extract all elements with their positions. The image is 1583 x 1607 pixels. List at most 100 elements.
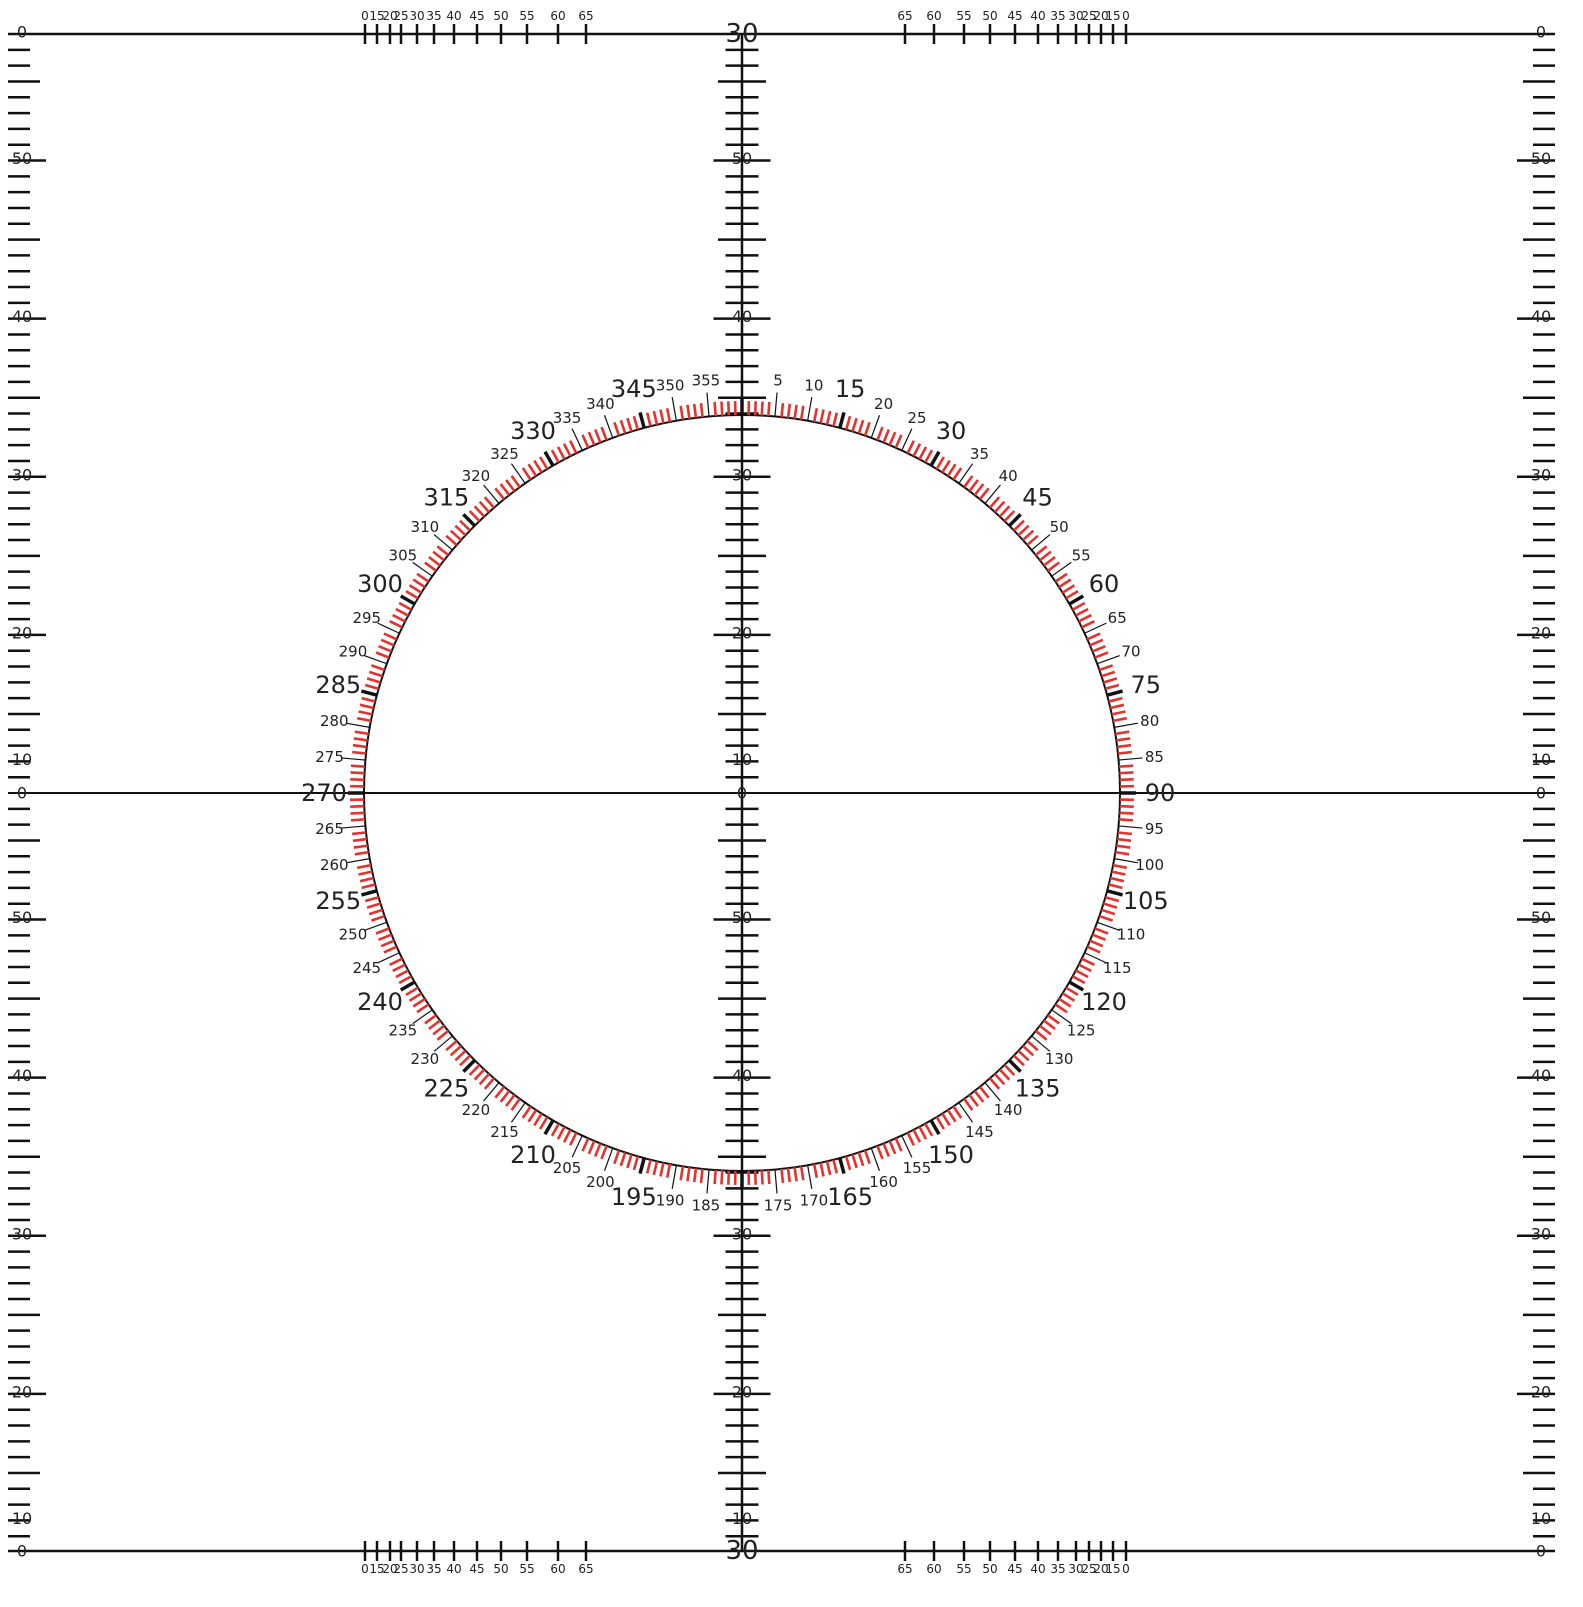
compass-degree-tick [571, 1135, 583, 1158]
compass-degree-tick [998, 505, 1011, 518]
compass-degree-tick [353, 737, 368, 742]
top-left-edge-label: 40 [446, 9, 461, 23]
compass-degree-tick [449, 1044, 462, 1057]
compass-degree-tick [613, 1149, 621, 1165]
compass-degree-label: 95 [1145, 820, 1164, 838]
compass-degree-tick [978, 487, 990, 501]
compass-degree-tick [424, 1014, 437, 1025]
compass-degree-tick [984, 1082, 1001, 1102]
left-ruler-label: 0 [17, 1542, 27, 1561]
compass-degree-label: 50 [1050, 518, 1069, 536]
compass-degree-tick [483, 1082, 500, 1102]
compass-degree-tick [405, 589, 419, 600]
compass-degree-tick [510, 463, 526, 484]
compass-degree-tick [527, 463, 538, 477]
compass-degree-tick [383, 945, 398, 954]
compass-degree-tick [593, 429, 602, 444]
compass-degree-tick [473, 1068, 486, 1081]
compass-degree-tick [350, 818, 366, 822]
compass-degree-tick [665, 407, 672, 423]
compass-degree-tick [370, 914, 386, 922]
compass-degree-tick [1101, 908, 1116, 916]
compass-degree-tick [600, 1145, 608, 1160]
compass-degree-label: 285 [315, 671, 361, 699]
compass-degree-tick [533, 459, 543, 474]
compass-degree-tick [857, 1152, 865, 1167]
compass-degree-tick [924, 1122, 934, 1137]
bottom-right-edge-label: 25 [1081, 1562, 1096, 1576]
compass-degree-label: 150 [928, 1141, 974, 1169]
compass-degree-label: 160 [869, 1173, 898, 1191]
compass-degree-tick [998, 1068, 1011, 1081]
compass-degree-tick [587, 431, 596, 446]
compass-degree-tick [774, 1169, 778, 1194]
compass-degree-tick [368, 908, 383, 916]
compass-degree-tick [638, 411, 646, 429]
top-right-edge-label: 15 [1105, 9, 1120, 23]
left-ruler-label: 20 [12, 623, 32, 642]
compass-degree-tick [1043, 1019, 1056, 1030]
compass-degree-tick [1034, 1029, 1048, 1041]
bottom-right-edge-label: 30 [1068, 1562, 1083, 1576]
top-right-edge-label: 45 [1007, 9, 1022, 23]
compass-degree-tick [416, 572, 430, 583]
compass-degree-tick [562, 443, 572, 457]
compass-degree-tick [378, 933, 393, 942]
compass-degree-tick [412, 997, 426, 1008]
compass-degree-tick [1117, 831, 1132, 836]
bottom-left-edge-label: 30 [409, 1562, 424, 1576]
compass-degree-tick [626, 417, 633, 432]
left-ruler-label: 40 [12, 1066, 32, 1085]
compass-degree-tick [436, 1029, 450, 1041]
top-right-edge-label: 20 [1093, 9, 1108, 23]
center-ruler-label: 10 [732, 1509, 752, 1528]
right-ruler-label: 10 [1531, 750, 1551, 769]
compass-degree-tick [359, 703, 374, 710]
compass-degree-tick [377, 622, 400, 634]
compass-degree-label: 340 [586, 395, 615, 413]
compass-degree-tick [358, 710, 373, 716]
top-left-edge-label: 35 [426, 9, 441, 23]
left-ruler-label: 30 [12, 465, 32, 484]
compass-degree-tick [1013, 519, 1025, 532]
compass-degree-tick [679, 1166, 685, 1181]
right-ruler-label: 30 [1531, 1224, 1551, 1243]
compass-degree-label: 215 [490, 1123, 519, 1141]
compass-degree-tick [454, 524, 467, 537]
compass-degree-label: 290 [339, 642, 368, 660]
compass-degree-tick [825, 1161, 832, 1176]
compass-degree-tick [358, 870, 373, 876]
compass-degree-tick [1051, 1009, 1072, 1025]
compass-degree-tick [510, 475, 521, 488]
compass-degree-tick [1026, 1040, 1039, 1052]
compass-degree-tick [1098, 914, 1114, 922]
compass-degree-tick [659, 409, 665, 424]
compass-degree-tick [665, 1163, 672, 1179]
compass-degree-tick [958, 1102, 974, 1123]
compass-degree-tick [368, 670, 383, 678]
compass-degree-tick [380, 939, 395, 948]
compass-degree-label: 320 [462, 467, 491, 485]
compass-degree-tick [483, 1077, 495, 1090]
center-ruler-label: 40 [732, 307, 752, 326]
compass-degree-label: 100 [1135, 856, 1164, 874]
compass-degree-tick [1054, 1003, 1068, 1014]
compass-degree-tick [1017, 524, 1030, 537]
compass-degree-label: 300 [357, 570, 403, 598]
compass-degree-tick [760, 1170, 764, 1185]
compass-degree-tick [1117, 750, 1132, 755]
compass-degree-tick [505, 479, 516, 492]
compass-degree-tick [1081, 619, 1095, 629]
bottom-right-edge-label: 65 [897, 1562, 912, 1576]
top-right-edge-label: 25 [1081, 9, 1096, 23]
compass-degree-tick [454, 1049, 467, 1062]
center-ruler-label: 20 [732, 623, 752, 642]
top-right-edge-label: 60 [926, 9, 941, 23]
compass-degree-label: 5 [773, 372, 783, 390]
compass-degree-tick [412, 578, 426, 589]
top-left-edge-label: 65 [578, 9, 593, 23]
center-ruler-label: 30 [732, 1224, 752, 1243]
compass-degree-tick [433, 534, 453, 551]
compass-degree-label: 220 [462, 1101, 491, 1119]
